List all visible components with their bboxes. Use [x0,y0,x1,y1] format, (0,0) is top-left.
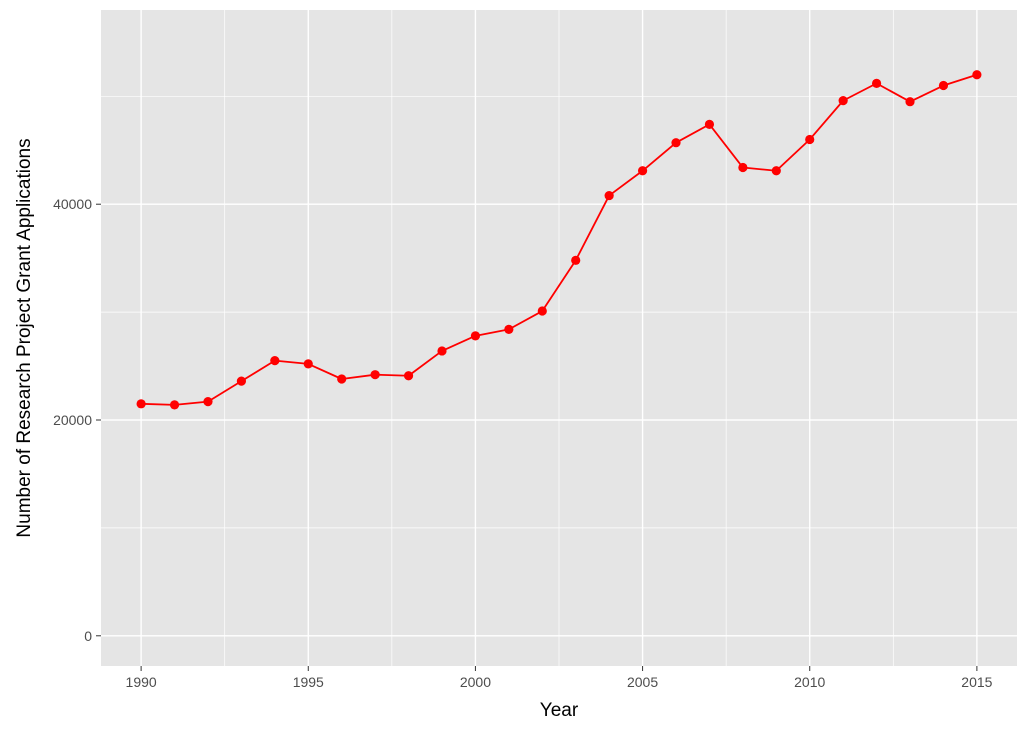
data-point [571,255,581,265]
x-tick-label: 2015 [961,674,992,690]
data-point [704,119,715,129]
data-point [236,376,247,386]
x-tick-label: 2010 [794,674,825,690]
axis-ticks [96,203,978,671]
data-point [470,331,481,341]
data-point [337,374,347,384]
y-tick-label: 20000 [53,412,92,428]
series-layer [136,70,982,410]
data-point [136,399,146,409]
data-point [805,134,815,145]
data-point [504,324,514,334]
y-axis-title: Number of Research Project Grant Applica… [14,138,35,537]
data-point [938,80,949,91]
data-point [203,397,213,407]
x-tick-label: 2000 [460,674,491,690]
data-point [537,306,547,316]
data-point [671,138,681,148]
x-axis-tick-labels: 1990 1995 2000 2005 2010 2015 [126,674,993,690]
x-tick-label: 2005 [627,674,658,690]
x-tick-label: 1990 [126,674,157,690]
data-point [270,356,280,366]
data-point [637,166,648,176]
y-axis-tick-labels: 0 20000 40000 [53,196,92,644]
data-point [871,78,882,88]
y-tick-label: 0 [84,628,92,644]
data-point [738,162,748,173]
data-point [370,370,380,380]
data-point [905,97,915,107]
y-tick-label: 40000 [53,196,92,212]
data-point [437,346,447,356]
data-point [403,371,414,381]
data-point [771,166,781,176]
data-point [972,70,982,80]
data-point [604,190,614,201]
x-tick-label: 1995 [293,674,324,690]
series-line [141,73,978,406]
data-point [303,359,313,369]
data-point [838,96,848,106]
grid-minor [101,10,1017,666]
data-point [169,400,180,410]
x-axis-title: Year [540,700,579,721]
